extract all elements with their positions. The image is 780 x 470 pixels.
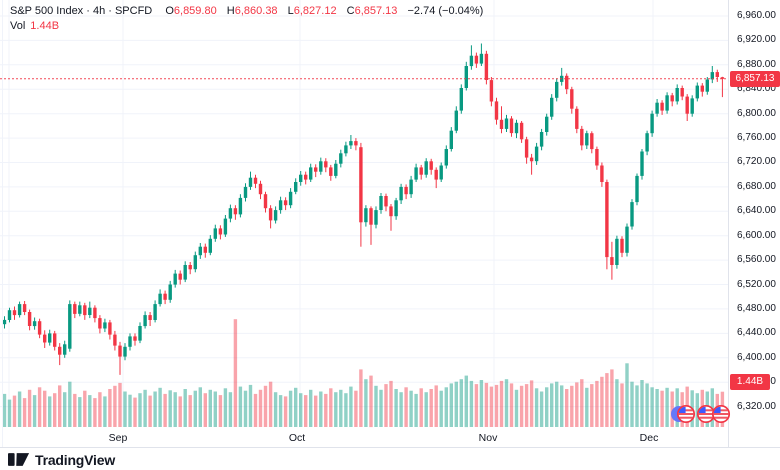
us-flag-icon-1 [676, 404, 696, 424]
time-axis-label-sep: Sep [108, 432, 128, 444]
symbol-title[interactable]: S&P 500 Index · 4h · SPCFD [10, 5, 153, 17]
legend-volume-row: Vol 1.44B [10, 19, 483, 34]
last-volume-badge: 1.44B [730, 374, 770, 390]
price-tick-label: 6,720.00 [737, 156, 776, 168]
legend-symbol-row: S&P 500 Index · 4h · SPCFD O6,859.80 H6,… [10, 4, 483, 19]
price-tick-label: 6,320.00 [737, 400, 776, 412]
high-value: 6,860.38 [234, 5, 278, 17]
open-label: O [165, 5, 174, 17]
price-tick-label: 6,400.00 [737, 351, 776, 363]
low-label: L [287, 5, 294, 17]
price-tick-label: 6,560.00 [737, 254, 776, 266]
price-tick-label: 6,440.00 [737, 327, 776, 339]
time-axis-label-oct: Oct [288, 432, 306, 444]
price-tick-label: 6,680.00 [737, 180, 776, 192]
price-tick-label: 6,800.00 [737, 107, 776, 119]
us-flag-event-icons [671, 404, 731, 424]
tradingview-logo[interactable]: TradingView [8, 451, 115, 468]
price-tick-label: 6,880.00 [737, 58, 776, 70]
volume-label: Vol [10, 20, 26, 32]
tradingview-logo-icon [8, 453, 30, 466]
event-flag-icons[interactable] [666, 401, 732, 432]
change-value: −2.74 (−0.04%) [407, 5, 484, 17]
price-tick-label: 6,760.00 [737, 132, 776, 144]
axis-bottom-border [0, 447, 780, 448]
time-axis[interactable]: Sep Oct Nov Dec [0, 428, 728, 447]
price-chart-canvas[interactable] [0, 0, 728, 448]
price-tick-label: 6,960.00 [737, 10, 776, 21]
price-tick-label: 6,920.00 [737, 34, 776, 46]
price-tick-label: 6,520.00 [737, 278, 776, 290]
volume-value: 1.44B [30, 20, 60, 32]
last-price-badge: 6,857.13 [730, 70, 780, 87]
time-axis-label-dec: Dec [639, 432, 659, 444]
tradingview-logo-text: TradingView [35, 451, 116, 468]
close-label: C [346, 5, 355, 17]
low-value: 6,827.12 [293, 5, 337, 17]
price-tick-label: 6,600.00 [737, 229, 776, 241]
price-tick-label: 6,480.00 [737, 302, 776, 314]
chart-left-border [2, 0, 3, 447]
chart-legend: S&P 500 Index · 4h · SPCFD O6,859.80 H6,… [10, 4, 483, 34]
attribution-footer: TradingView [0, 448, 780, 470]
open-value: 6,859.80 [173, 5, 217, 17]
price-axis[interactable]: 6,960.00 6,920.00 6,880.00 6,840.00 6,800.00… [728, 0, 780, 447]
us-flag-icon-2 [696, 404, 716, 424]
us-flag-icon-3 [711, 404, 731, 424]
time-axis-label-nov: Nov [478, 432, 498, 444]
high-label: H [226, 5, 235, 17]
price-tick-label: 6,640.00 [737, 205, 776, 217]
price-tick-label: 6,840.00 [737, 83, 776, 95]
close-value: 6,857.13 [354, 5, 398, 17]
